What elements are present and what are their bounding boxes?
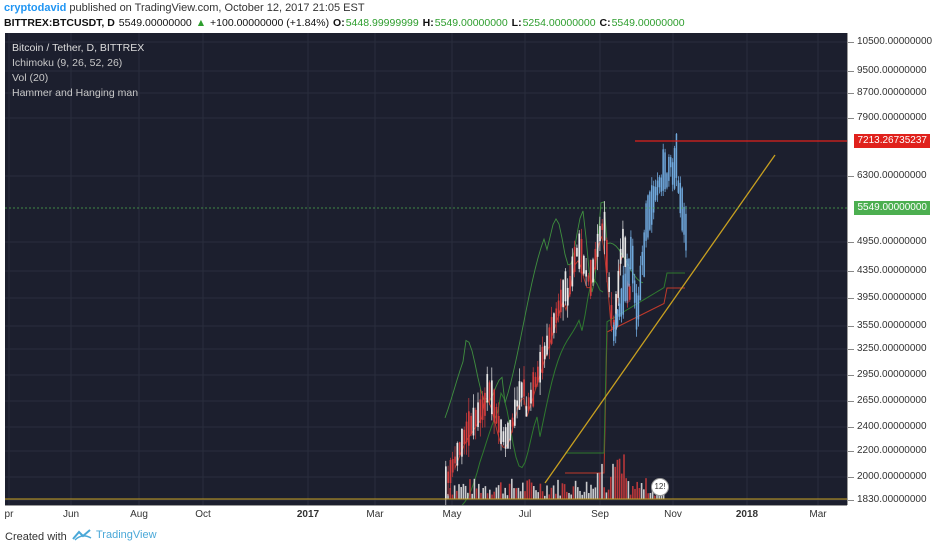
time-tick-label: Jun bbox=[62, 509, 80, 520]
price-tick-label: 2400.00000000 bbox=[857, 421, 927, 432]
chart-grid bbox=[5, 33, 847, 505]
time-tick-label: pr bbox=[4, 509, 14, 520]
price-tick bbox=[848, 451, 854, 452]
tradingview-logo-icon bbox=[72, 529, 92, 541]
price-tick-label: 2950.00000000 bbox=[857, 369, 927, 380]
author-link[interactable]: cryptodavid bbox=[4, 2, 67, 14]
candles bbox=[445, 201, 631, 505]
price-tick bbox=[848, 118, 854, 119]
last-price-badge: 5549.00000000 bbox=[854, 201, 930, 215]
price-tick bbox=[848, 271, 854, 272]
tradingview-link[interactable]: TradingView bbox=[72, 529, 157, 541]
price-tick bbox=[848, 401, 854, 402]
price-tick-label: 9500.00000000 bbox=[857, 65, 927, 76]
price-tick-label: 6300.00000000 bbox=[857, 170, 927, 181]
chart-canvas[interactable] bbox=[5, 33, 847, 505]
price-tick-label: 2650.00000000 bbox=[857, 395, 927, 406]
tradingview-brand: TradingView bbox=[96, 529, 157, 541]
price-tick-label: 3250.00000000 bbox=[857, 343, 927, 354]
price-tick bbox=[848, 93, 854, 94]
price-tick bbox=[848, 71, 854, 72]
open-value: 5448.99999999 bbox=[345, 17, 419, 29]
high-value: 5549.00000000 bbox=[434, 17, 508, 29]
created-with-label: Created with bbox=[5, 531, 67, 543]
ticker-price: 5549.00000000 bbox=[118, 17, 192, 29]
price-tick-label: 2000.00000000 bbox=[857, 471, 927, 482]
time-tick-label: Jul bbox=[518, 509, 532, 520]
ticker-bar: BITTREX:BTCUSDT, D 5549.00000000 ▲ +100.… bbox=[4, 17, 686, 29]
price-tick bbox=[848, 298, 854, 299]
time-tick-label: Mar bbox=[809, 509, 827, 520]
resistance-price-badge: 7213.26735237 bbox=[854, 134, 930, 148]
published-text: published on TradingView.com, October 12… bbox=[66, 2, 365, 14]
events-badge[interactable]: 12! bbox=[651, 478, 669, 496]
time-axis[interactable]: pr Jun Aug Oct 2017 Mar May Jul Sep Nov 2018 Mar bbox=[5, 505, 847, 525]
trend-line bbox=[544, 154, 776, 484]
price-axis[interactable]: 7213.26735237 5549.00000000 10500.000000… bbox=[847, 33, 932, 505]
legend-ichimoku[interactable]: Ichimoku (9, 26, 52, 26) bbox=[12, 57, 123, 69]
price-tick-label: 3550.00000000 bbox=[857, 320, 927, 331]
price-chart[interactable]: Bitcoin / Tether, D, BITTREX Ichimoku (9… bbox=[5, 33, 847, 505]
price-tick bbox=[848, 176, 854, 177]
price-tick bbox=[848, 477, 854, 478]
highlight-candles bbox=[613, 133, 687, 346]
price-tick bbox=[848, 375, 854, 376]
ticker-symbol: BITTREX:BTCUSDT, D bbox=[4, 17, 115, 29]
price-tick-label: 2200.00000000 bbox=[857, 445, 927, 456]
price-tick bbox=[848, 500, 854, 501]
price-tick bbox=[848, 242, 854, 243]
time-tick-label: Mar bbox=[366, 509, 384, 520]
time-tick-label: 2018 bbox=[735, 509, 759, 520]
price-tick bbox=[848, 326, 854, 327]
time-tick-label: 2017 bbox=[296, 509, 320, 520]
high-label: H: bbox=[422, 17, 434, 29]
ichimoku-lines bbox=[444, 201, 685, 505]
up-arrow-icon: ▲ bbox=[195, 17, 207, 29]
close-value: 5549.00000000 bbox=[611, 17, 685, 29]
time-tick-label: Nov bbox=[664, 509, 682, 520]
low-label: L: bbox=[511, 17, 522, 29]
price-tick-label: 3950.00000000 bbox=[857, 292, 927, 303]
price-tick-label: 4950.00000000 bbox=[857, 236, 927, 247]
price-tick-label: 7900.00000000 bbox=[857, 112, 927, 123]
price-tick-label: 10500.00000000 bbox=[857, 36, 932, 47]
footer: Created with TradingView bbox=[0, 525, 932, 550]
ticker-change: +100.00000000 (+1.84%) bbox=[210, 17, 330, 29]
time-tick-label: Aug bbox=[130, 509, 148, 520]
legend-volume[interactable]: Vol (20) bbox=[12, 72, 49, 84]
price-tick-label: 8700.00000000 bbox=[857, 87, 927, 98]
time-tick-label: Sep bbox=[591, 509, 609, 520]
low-value: 5254.00000000 bbox=[522, 17, 596, 29]
price-tick-label: 1830.00000000 bbox=[857, 494, 927, 505]
open-label: O: bbox=[333, 17, 345, 29]
price-tick bbox=[848, 42, 854, 43]
close-label: C: bbox=[599, 17, 611, 29]
time-tick-label: May bbox=[442, 509, 462, 520]
price-tick bbox=[848, 349, 854, 350]
legend-pattern[interactable]: Hammer and Hanging man bbox=[12, 87, 139, 99]
legend-title: Bitcoin / Tether, D, BITTREX bbox=[12, 42, 145, 54]
price-tick-label: 4350.00000000 bbox=[857, 265, 927, 276]
time-tick-label: Oct bbox=[195, 509, 211, 520]
publish-header: cryptodavid published on TradingView.com… bbox=[4, 2, 365, 14]
price-tick bbox=[848, 427, 854, 428]
chart-legend: Bitcoin / Tether, D, BITTREX Ichimoku (9… bbox=[12, 41, 144, 101]
